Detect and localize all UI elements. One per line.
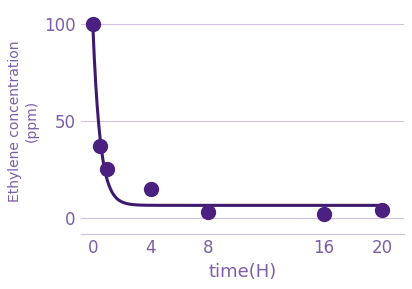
Y-axis label: Ethylene concentration
(ppm): Ethylene concentration (ppm) (8, 40, 39, 202)
Point (379, 208, 385, 213)
Point (89, 22, 96, 26)
Point (205, 210, 212, 214)
Point (104, 167, 110, 172)
X-axis label: time(H): time(H) (208, 263, 276, 281)
Point (147, 187, 154, 191)
Point (321, 212, 328, 216)
Point (97, 144, 103, 149)
